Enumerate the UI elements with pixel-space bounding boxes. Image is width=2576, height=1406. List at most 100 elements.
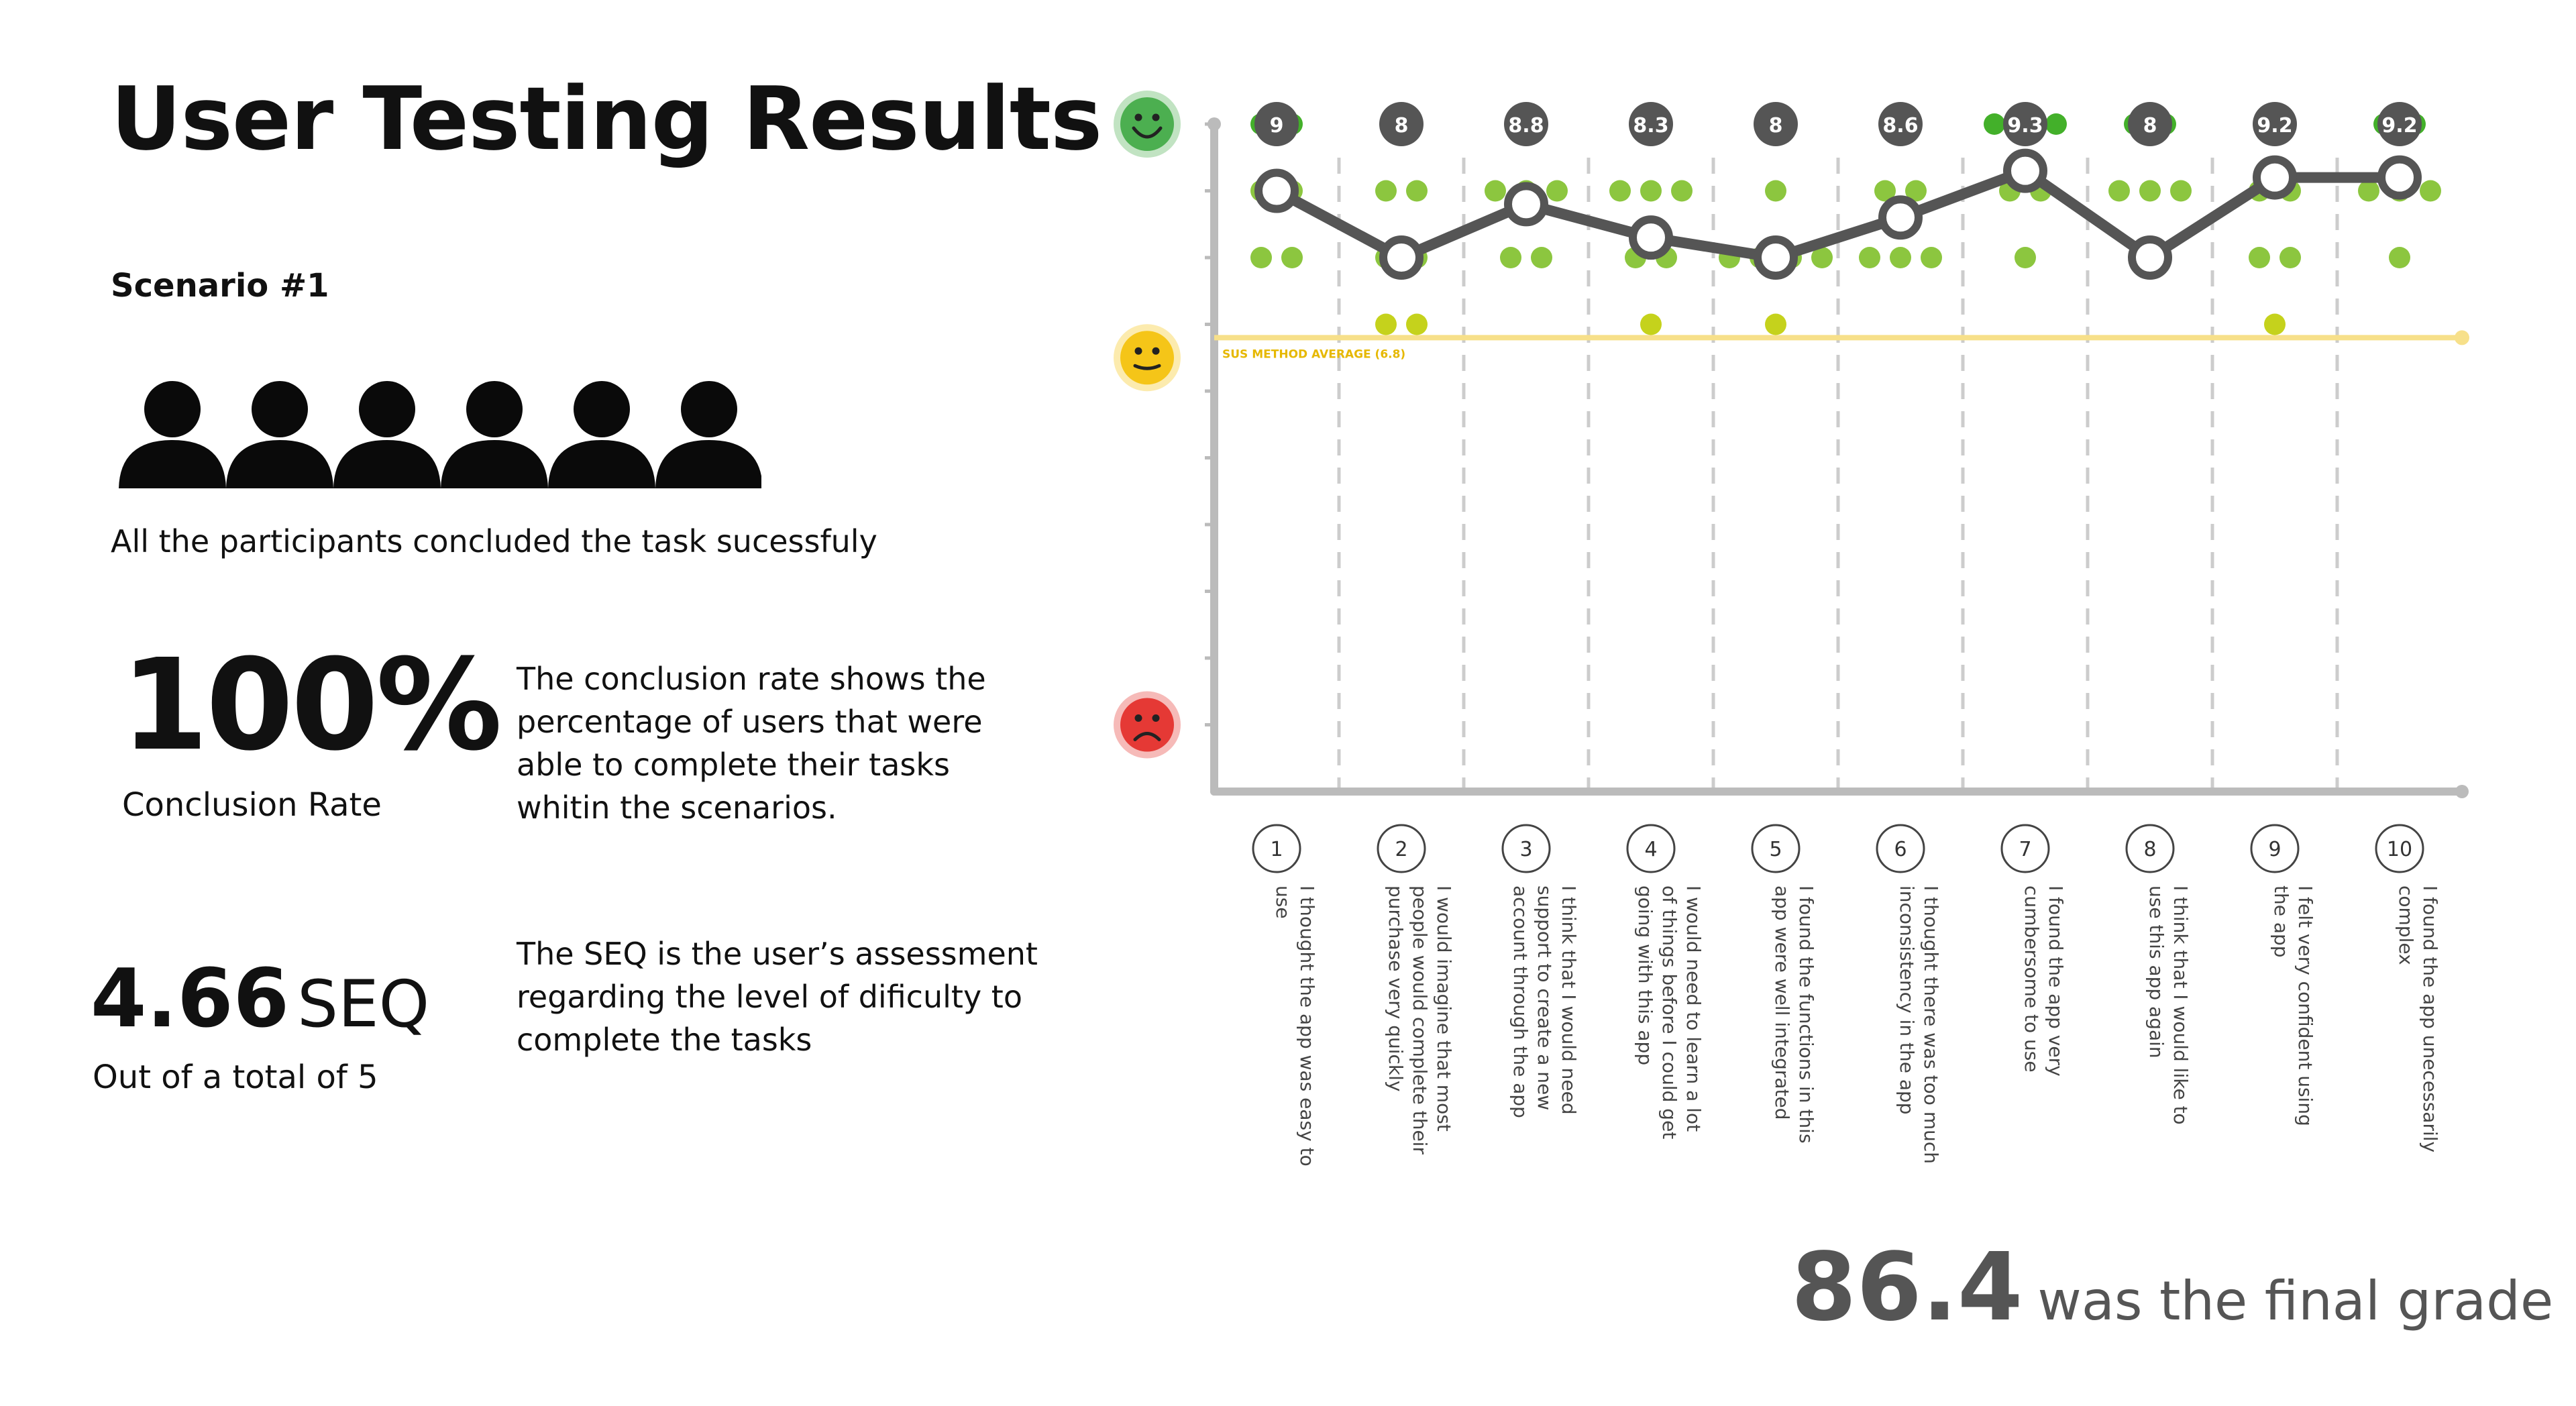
- question-number: 8: [2143, 838, 2156, 861]
- score-point: [1754, 235, 1798, 280]
- question-number: 5: [1769, 838, 1782, 861]
- score-badge-label: 8: [1769, 114, 1783, 138]
- question-number: 9: [2268, 838, 2281, 861]
- response-dot: [1485, 180, 1506, 202]
- page-title: User Testing Results: [111, 68, 1102, 170]
- score-point: [2377, 155, 2422, 200]
- score-point: [2253, 155, 2297, 200]
- score-point: [1254, 168, 1299, 213]
- response-dot: [2015, 247, 2036, 268]
- response-dot: [1609, 180, 1631, 202]
- seq-score: 4.66 SEQ: [91, 959, 429, 1040]
- score-badge-label: 8.8: [1508, 114, 1544, 138]
- sus-average-label: SUS METHOD AVERAGE (6.8): [1222, 347, 1405, 361]
- person-icon: [655, 381, 761, 488]
- question-statement: I think that I would needsupport to crea…: [1509, 885, 1580, 1118]
- response-dot: [1905, 180, 1927, 202]
- question-number-badge: [1501, 824, 1551, 873]
- question-number: 7: [2019, 838, 2031, 861]
- response-dot: [1890, 247, 1911, 268]
- response-dot: [1406, 313, 1428, 335]
- score-badge: [2128, 102, 2172, 146]
- response-dot: [2139, 180, 2161, 202]
- response-dot: [1375, 313, 1397, 335]
- question-statement: I found the app unecessarilycomplex: [2395, 885, 2441, 1152]
- question-number-badge: [1252, 824, 1301, 873]
- final-grade-value: 86.4: [1791, 1233, 2023, 1342]
- person-icon: [548, 381, 655, 488]
- question-number-badge: [2250, 824, 2300, 873]
- response-dot: [1281, 247, 1303, 268]
- neutral-face-icon: [1114, 324, 1181, 392]
- question-statement: I think that I would like touse this app…: [2145, 885, 2192, 1125]
- response-dot: [1874, 180, 1896, 202]
- score-point: [2003, 148, 2047, 193]
- response-dot: [2045, 113, 2067, 135]
- response-dot: [1406, 180, 1428, 202]
- score-point: [1504, 182, 1548, 227]
- person-icon: [226, 381, 333, 488]
- sus-average-line-end: [2455, 330, 2469, 345]
- person-icon: [333, 381, 441, 488]
- question-number: 4: [1644, 838, 1657, 861]
- response-dot: [1250, 247, 1272, 268]
- seq-value: 4.66: [91, 953, 290, 1046]
- score-badge: [1629, 102, 1673, 146]
- response-dot: [2389, 247, 2410, 268]
- score-badge-label: 9.3: [2007, 114, 2043, 138]
- score-badge-label: 9.2: [2257, 114, 2292, 138]
- response-dot: [1984, 113, 2005, 135]
- question-statement: I would need to learn a lotof things bef…: [1634, 885, 1705, 1139]
- response-dot: [2358, 180, 2379, 202]
- score-badge-label: 8.3: [1633, 114, 1668, 138]
- conclusion-rate-value: 100%: [121, 632, 502, 779]
- response-dot: [1811, 247, 1833, 268]
- response-dot: [2108, 180, 2130, 202]
- question-number-badge: [2375, 824, 2424, 873]
- question-number: 1: [1270, 838, 1283, 861]
- question-number: 2: [1395, 838, 1407, 861]
- score-badge: [2003, 102, 2047, 146]
- response-dot: [1765, 180, 1786, 202]
- seq-unit: SEQ: [297, 967, 430, 1042]
- question-number: 3: [1519, 838, 1532, 861]
- participants-text: All the participants concluded the task …: [111, 523, 877, 559]
- participants-icons: [117, 381, 761, 488]
- score-badge: [2253, 102, 2297, 146]
- question-statement: I thought the app was easy touse: [1272, 885, 1318, 1167]
- score-badge-label: 8: [1395, 114, 1409, 138]
- question-number-badge: [1377, 824, 1426, 873]
- score-line: [1271, 165, 2405, 263]
- score-badge-label: 8: [2143, 114, 2157, 138]
- conclusion-rate-label: Conclusion Rate: [122, 786, 382, 824]
- response-dot: [1546, 180, 1568, 202]
- happy-face-icon: [1114, 91, 1181, 158]
- question-statement: I would imagine that mostpeople would co…: [1385, 885, 1455, 1154]
- response-dot: [2249, 247, 2270, 268]
- response-dot: [1921, 247, 1942, 268]
- score-badge: [1754, 102, 1798, 146]
- score-point: [1379, 235, 1424, 280]
- question-statement: I found the functions in thisapp were we…: [1771, 885, 1817, 1144]
- scenario-label: Scenario #1: [111, 267, 329, 305]
- question-statement: I found the app verycumbersome to use: [2021, 885, 2067, 1077]
- person-icon: [119, 381, 226, 488]
- score-point: [1629, 215, 1673, 260]
- response-dot: [1765, 313, 1786, 335]
- participants-icon-row: [119, 381, 761, 488]
- score-badge-label: 9.2: [2381, 114, 2417, 138]
- score-badge: [1878, 102, 1923, 146]
- seq-label: Out of a total of 5: [93, 1059, 378, 1096]
- score-badge-label: 8.6: [1882, 114, 1918, 138]
- question-number-badge: [1626, 824, 1676, 873]
- question-statement: I thought there was too muchinconsistenc…: [1896, 885, 1942, 1164]
- y-axis-end: [1208, 117, 1221, 131]
- question-number-badge: [1751, 824, 1801, 873]
- response-dot: [1375, 180, 1397, 202]
- response-dot: [2264, 313, 2286, 335]
- score-point: [1878, 195, 1923, 240]
- seq-description: The SEQ is the user’s assessment regardi…: [517, 936, 1038, 1058]
- score-badge-label: 9: [1270, 114, 1284, 138]
- response-dot: [2420, 180, 2441, 202]
